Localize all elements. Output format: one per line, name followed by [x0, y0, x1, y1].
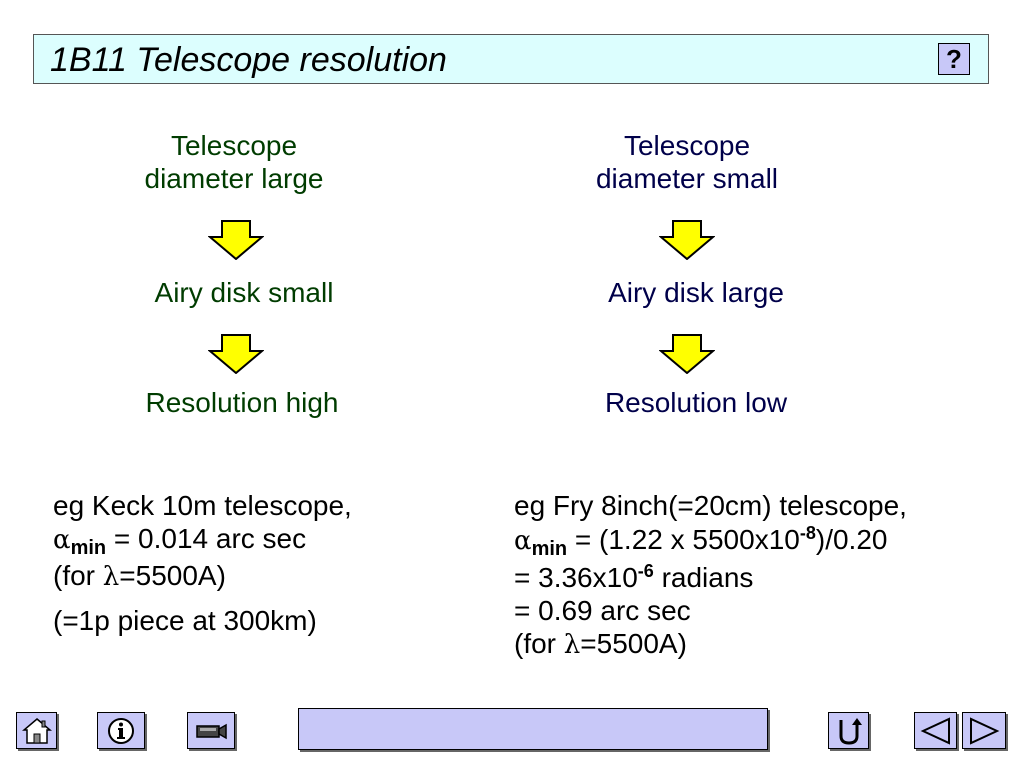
home-icon: [21, 717, 52, 744]
min-subscript: min: [70, 536, 107, 559]
next-button[interactable]: [962, 712, 1006, 749]
video-camera-icon: [196, 723, 227, 739]
return-icon: [839, 717, 862, 745]
left-example-line4: (=1p piece at 300km): [53, 604, 317, 636]
left-example: eg Keck 10m telescope, αmin = 0.014 arc …: [53, 490, 352, 638]
next-icon: [970, 716, 1000, 745]
right-result-a: = 3.36x10: [514, 562, 638, 594]
down-arrow-icon: [659, 334, 715, 374]
left-wavelength-value: =5500A): [119, 560, 226, 592]
left-example-line3: (for λ=5500A): [53, 560, 352, 593]
left-top-line2: diameter large: [144, 162, 324, 194]
right-example-line4: = 0.69 arc sec: [514, 594, 691, 626]
right-top-line1: Telescope: [623, 130, 751, 161]
left-for-label: (for: [53, 560, 103, 592]
page-title: 1B11 Telescope resolution: [50, 41, 447, 79]
left-resolution-high: Resolution high: [145, 387, 339, 418]
right-for-label: (for: [514, 627, 564, 659]
left-telescope-large: Telescope diameter large: [84, 130, 384, 196]
exponent: -6: [637, 561, 654, 582]
right-wavelength-value: =5500A): [580, 627, 687, 659]
title-bar: 1B11 Telescope resolution ?: [33, 34, 989, 84]
alpha-symbol: α: [514, 525, 532, 556]
right-telescope-small: Telescope diameter small: [537, 130, 837, 196]
right-formula-b: )/0.20: [815, 523, 888, 555]
return-button[interactable]: [828, 712, 869, 749]
info-icon: [108, 717, 134, 744]
right-example-line3: = 3.36x10-6 radians: [514, 561, 907, 595]
info-button[interactable]: [97, 712, 145, 749]
exponent: -8: [799, 522, 816, 543]
left-alpha-value: = 0.014 arc sec: [106, 522, 307, 554]
home-button[interactable]: [16, 712, 57, 749]
help-icon: ?: [946, 43, 962, 74]
left-airy-small: Airy disk small: [154, 277, 334, 308]
right-example-line2: αmin = (1.22 x 5500x10-8)/0.20: [514, 523, 907, 561]
previous-icon: [920, 716, 950, 745]
down-arrow-icon: [208, 220, 264, 260]
left-example-line1: eg Keck 10m telescope,: [53, 490, 352, 521]
right-example-line5: (for λ=5500A): [514, 628, 907, 661]
right-result-b: radians: [653, 562, 754, 594]
right-resolution-low: Resolution low: [604, 387, 788, 418]
lambda-symbol: λ: [102, 562, 120, 593]
right-formula-a: = (1.22 x 5500x10: [567, 523, 800, 555]
right-top-line2: diameter small: [595, 162, 779, 194]
left-top-line1: Telescope: [170, 130, 298, 161]
right-airy-large: Airy disk large: [608, 277, 784, 308]
previous-button[interactable]: [914, 712, 957, 749]
alpha-symbol: α: [53, 524, 71, 555]
navigation-bar[interactable]: [298, 708, 768, 750]
lambda-symbol: λ: [563, 629, 581, 660]
help-button[interactable]: ?: [938, 43, 970, 75]
right-example-line1: eg Fry 8inch(=20cm) telescope,: [514, 490, 907, 521]
video-button[interactable]: [187, 712, 235, 749]
down-arrow-icon: [208, 334, 264, 374]
right-example: eg Fry 8inch(=20cm) telescope, αmin = (1…: [514, 490, 907, 660]
down-arrow-icon: [659, 220, 715, 260]
left-example-line2: αmin = 0.014 arc sec: [53, 523, 352, 560]
min-subscript: min: [531, 537, 568, 560]
